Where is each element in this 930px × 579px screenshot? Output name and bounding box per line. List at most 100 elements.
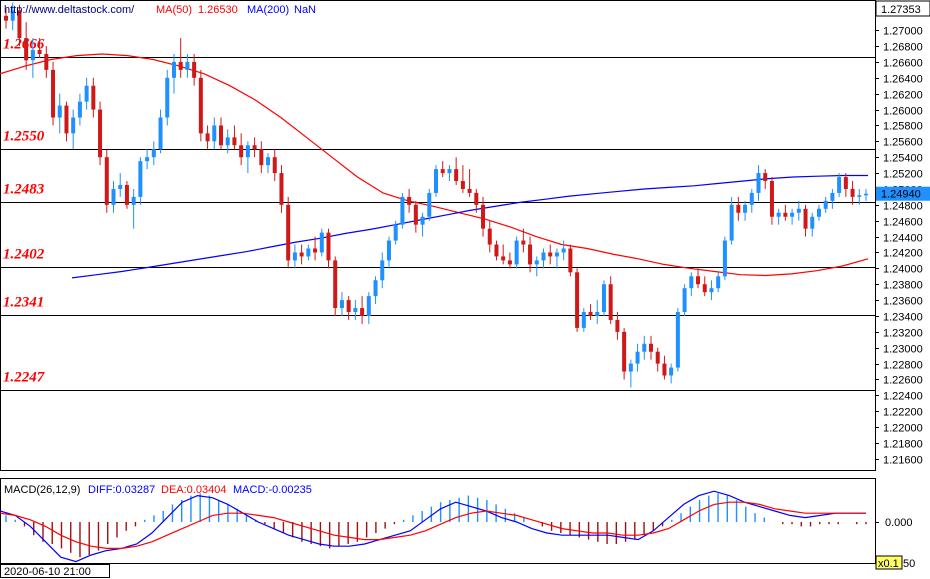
top-price-label: 1.27353 xyxy=(881,4,921,16)
candle-body xyxy=(514,240,519,265)
candle-body xyxy=(830,192,835,201)
candle-body xyxy=(346,300,351,313)
y-tick-label: 1.22200 xyxy=(883,407,923,419)
candle-body xyxy=(165,77,170,118)
y-tick-label: 1.23800 xyxy=(883,280,923,292)
candle-body xyxy=(507,260,512,265)
price-frame xyxy=(0,0,876,471)
macd-value-label: MACD:-0.00235 xyxy=(233,484,312,496)
candle-body xyxy=(30,50,35,61)
status-datetime: 2020-06-10 21:00 xyxy=(0,564,110,578)
candle-body xyxy=(487,228,492,245)
y-tick-label: 1.24000 xyxy=(883,264,923,276)
ma50-line xyxy=(0,53,869,277)
candle-body xyxy=(104,157,109,205)
y-tick-label: 1.26400 xyxy=(883,74,923,86)
level-label: 1.2341 xyxy=(3,295,44,311)
candle-body xyxy=(245,145,250,158)
candle-body xyxy=(306,248,311,257)
candle-body xyxy=(857,195,862,197)
candle-body xyxy=(373,280,378,297)
candle-body xyxy=(64,105,69,134)
candle-body xyxy=(420,216,425,225)
candle-body xyxy=(763,173,768,182)
candle-body xyxy=(669,367,674,376)
candle-body xyxy=(51,69,56,118)
current-price-box xyxy=(876,186,930,201)
candle-body xyxy=(400,196,405,225)
candle-body xyxy=(756,173,761,193)
candle-body xyxy=(729,204,734,241)
candle-body xyxy=(266,157,271,166)
candle-body xyxy=(17,10,22,39)
candle-body xyxy=(635,351,640,364)
candle-body xyxy=(185,61,190,70)
source-label: http://www.deltastock.com/ xyxy=(4,4,135,16)
candle-body xyxy=(749,192,754,205)
candle-body xyxy=(440,169,445,174)
macd-scale-label: x0.1 xyxy=(878,558,899,570)
candle-body xyxy=(4,15,8,21)
candle-body xyxy=(118,184,123,189)
candle-body xyxy=(313,248,318,253)
y-tick-label: 1.24600 xyxy=(883,217,923,229)
support-resistance-levels: 1.2666 1.2550 1.2483 1.2402 1.2341 1.2247 xyxy=(0,37,875,391)
candle-body xyxy=(595,312,600,316)
macd-title: MACD(26,12,9) xyxy=(4,484,80,496)
candle-body xyxy=(615,319,620,332)
candle-body xyxy=(655,351,660,364)
level-label: 1.2550 xyxy=(3,129,45,145)
candle-body xyxy=(158,117,163,150)
candle-body xyxy=(769,181,774,217)
candle-body xyxy=(709,288,714,293)
candle-body xyxy=(454,169,459,182)
macd-frame xyxy=(0,478,876,564)
y-tick-label: 1.26800 xyxy=(883,42,923,54)
y-tick-label: 1.24200 xyxy=(883,248,923,260)
candle-body xyxy=(474,192,479,205)
candle-body xyxy=(434,169,438,193)
candlesticks xyxy=(4,2,868,388)
candle-body xyxy=(292,252,297,261)
candle-body xyxy=(642,343,647,352)
candle-body xyxy=(494,244,499,257)
candle-body xyxy=(124,184,129,205)
candle-body xyxy=(286,204,291,261)
ma200-value: NaN xyxy=(294,4,316,16)
top-price-box xyxy=(875,0,930,17)
macd-dea-label: DEA:0.03404 xyxy=(161,484,226,496)
candle-body xyxy=(521,240,526,245)
ma200-line xyxy=(71,174,868,279)
candle-body xyxy=(212,125,217,142)
candle-body xyxy=(561,248,566,253)
candle-body xyxy=(239,145,244,158)
candle-body xyxy=(205,133,210,142)
y-tick-label: 1.22000 xyxy=(883,423,923,435)
candle-body xyxy=(131,196,136,205)
y-tick-label: 1.25200 xyxy=(883,169,923,181)
candle-body xyxy=(427,192,432,217)
candle-body xyxy=(279,173,284,205)
candle-body xyxy=(649,343,653,352)
candle-body xyxy=(138,161,143,197)
candle-body xyxy=(528,244,533,265)
candle-body xyxy=(24,38,29,61)
candle-body xyxy=(743,204,748,213)
y-tick-label: 1.21800 xyxy=(883,439,923,451)
candle-body xyxy=(608,284,613,320)
candle-body xyxy=(319,232,324,253)
candle-body xyxy=(554,252,559,257)
macd-diff-label: DIFF:0.03287 xyxy=(88,484,155,496)
candle-body xyxy=(581,312,586,328)
y-tick-label: 1.23400 xyxy=(883,312,923,324)
candle-body xyxy=(360,308,365,316)
level-label: 1.2483 xyxy=(3,182,45,198)
candle-body xyxy=(366,296,371,316)
candle-body xyxy=(796,208,801,213)
y-tick-label: 1.22800 xyxy=(883,360,923,372)
candle-body xyxy=(803,208,808,229)
candle-body xyxy=(622,331,627,372)
candle-body xyxy=(393,224,398,241)
y-tick-label: 1.27000 xyxy=(883,26,923,38)
